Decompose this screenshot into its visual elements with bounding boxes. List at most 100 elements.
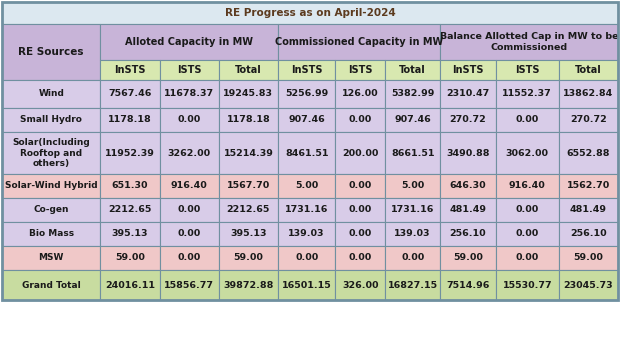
- Bar: [559, 270, 618, 300]
- Text: 0.00: 0.00: [516, 205, 539, 214]
- Text: Solar-Wind Hybrid: Solar-Wind Hybrid: [5, 182, 97, 191]
- Bar: [278, 80, 335, 108]
- Bar: [100, 132, 159, 174]
- Bar: [385, 222, 440, 246]
- Text: 13862.84: 13862.84: [563, 89, 614, 98]
- Bar: [2, 222, 100, 246]
- Text: InSTS: InSTS: [114, 65, 146, 75]
- Bar: [2, 174, 100, 198]
- Bar: [440, 80, 496, 108]
- Text: ISTS: ISTS: [348, 65, 373, 75]
- Text: 0.00: 0.00: [348, 116, 372, 125]
- Bar: [100, 198, 159, 222]
- Text: 59.00: 59.00: [453, 253, 483, 262]
- Text: 0.00: 0.00: [516, 116, 539, 125]
- Text: 2212.65: 2212.65: [108, 205, 152, 214]
- Bar: [335, 174, 385, 198]
- Bar: [2, 108, 100, 132]
- Bar: [219, 270, 278, 300]
- Bar: [335, 246, 385, 270]
- Bar: [159, 60, 219, 80]
- Bar: [440, 132, 496, 174]
- Bar: [159, 198, 219, 222]
- Text: 5256.99: 5256.99: [285, 89, 328, 98]
- Text: 139.03: 139.03: [288, 229, 325, 238]
- Bar: [219, 132, 278, 174]
- Bar: [385, 108, 440, 132]
- Text: 3262.00: 3262.00: [167, 149, 211, 158]
- Bar: [496, 246, 559, 270]
- Bar: [385, 270, 440, 300]
- Text: 126.00: 126.00: [342, 89, 378, 98]
- Text: 2212.65: 2212.65: [227, 205, 270, 214]
- Bar: [385, 80, 440, 108]
- Bar: [100, 222, 159, 246]
- Text: InSTS: InSTS: [453, 65, 484, 75]
- Bar: [219, 60, 278, 80]
- Text: 270.72: 270.72: [570, 116, 607, 125]
- Bar: [559, 108, 618, 132]
- Bar: [335, 80, 385, 108]
- Text: 256.10: 256.10: [450, 229, 486, 238]
- Bar: [100, 246, 159, 270]
- Text: 8661.51: 8661.51: [391, 149, 435, 158]
- Text: 1562.70: 1562.70: [567, 182, 610, 191]
- Text: 0.00: 0.00: [516, 229, 539, 238]
- Bar: [440, 174, 496, 198]
- Text: Total: Total: [399, 65, 426, 75]
- Bar: [335, 132, 385, 174]
- Bar: [385, 60, 440, 80]
- Bar: [335, 60, 385, 80]
- Bar: [278, 132, 335, 174]
- Bar: [278, 270, 335, 300]
- Bar: [385, 198, 440, 222]
- Text: 395.13: 395.13: [112, 229, 148, 238]
- Text: Total: Total: [235, 65, 262, 75]
- Text: ISTS: ISTS: [177, 65, 202, 75]
- Text: 15214.39: 15214.39: [223, 149, 273, 158]
- Bar: [2, 132, 100, 174]
- Text: 0.00: 0.00: [348, 182, 372, 191]
- Text: 1178.18: 1178.18: [226, 116, 270, 125]
- Text: 651.30: 651.30: [112, 182, 148, 191]
- Bar: [559, 222, 618, 246]
- Text: 0.00: 0.00: [348, 253, 372, 262]
- Text: 2310.47: 2310.47: [446, 89, 490, 98]
- Text: Total: Total: [575, 65, 602, 75]
- Text: 1731.16: 1731.16: [285, 205, 329, 214]
- Text: 39872.88: 39872.88: [223, 280, 273, 289]
- Text: Alloted Capacity in MW: Alloted Capacity in MW: [125, 37, 253, 47]
- Bar: [278, 174, 335, 198]
- Text: 1567.70: 1567.70: [227, 182, 270, 191]
- Text: 481.49: 481.49: [570, 205, 607, 214]
- Text: 7567.46: 7567.46: [108, 89, 152, 98]
- Text: 11952.39: 11952.39: [105, 149, 155, 158]
- Text: RE Sources: RE Sources: [19, 47, 84, 57]
- Text: 15856.77: 15856.77: [164, 280, 214, 289]
- Bar: [559, 246, 618, 270]
- Bar: [278, 24, 440, 60]
- Bar: [335, 222, 385, 246]
- Bar: [559, 174, 618, 198]
- Bar: [496, 270, 559, 300]
- Bar: [440, 246, 496, 270]
- Bar: [219, 198, 278, 222]
- Bar: [440, 24, 618, 60]
- Bar: [440, 198, 496, 222]
- Bar: [559, 80, 618, 108]
- Bar: [559, 198, 618, 222]
- Text: InSTS: InSTS: [291, 65, 322, 75]
- Text: 5.00: 5.00: [401, 182, 424, 191]
- Text: 916.40: 916.40: [171, 182, 208, 191]
- Text: 0.00: 0.00: [295, 253, 318, 262]
- Bar: [335, 108, 385, 132]
- Text: 16501.15: 16501.15: [281, 280, 332, 289]
- Text: 1178.18: 1178.18: [108, 116, 152, 125]
- Text: Solar(Including
Rooftop and
others): Solar(Including Rooftop and others): [12, 138, 90, 168]
- Text: 0.00: 0.00: [177, 205, 201, 214]
- Text: 256.10: 256.10: [570, 229, 607, 238]
- Bar: [559, 60, 618, 80]
- Bar: [278, 198, 335, 222]
- Bar: [496, 132, 559, 174]
- Bar: [385, 132, 440, 174]
